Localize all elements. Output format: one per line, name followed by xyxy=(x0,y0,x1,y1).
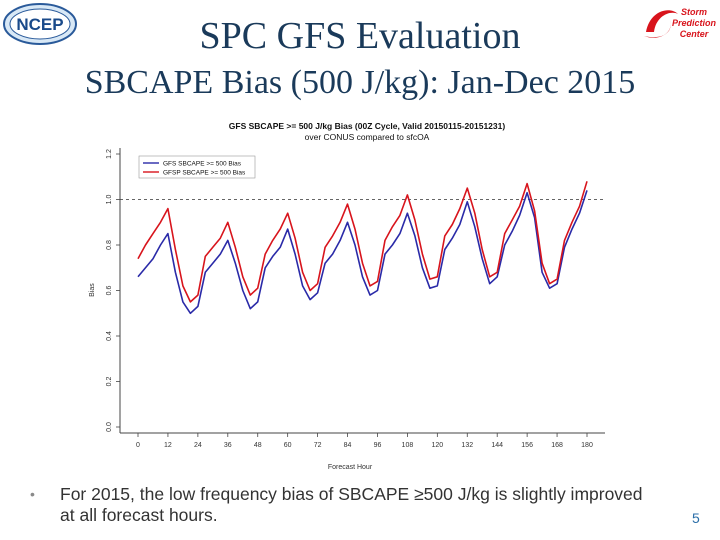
chart-ticks: 0 12 24 36 48 60 72 84 96 108 120 132 144 156 168 180 0.… xyxy=(106,149,593,449)
x-tick-label: 108 xyxy=(402,442,414,449)
x-tick-label: 12 xyxy=(164,442,172,449)
x-tick-label: 84 xyxy=(344,442,352,449)
legend-box xyxy=(138,155,256,179)
slide-subtitle: SBCAPE Bias (500 J/kg): Jan-Dec 2015 xyxy=(84,64,636,101)
page-number: 5 xyxy=(692,510,700,526)
x-tick-label: 36 xyxy=(224,442,232,449)
legend-label-gfs: GFS SBCAPE >= 500 Bias xyxy=(163,161,242,168)
chart-legend: GFS SBCAPE >= 500 Bias GFSP SBCAPE >= 50… xyxy=(138,155,256,179)
spc-logo-icon: Storm Prediction Center xyxy=(640,2,716,46)
y-tick-label: 0.8 xyxy=(106,240,113,250)
series-line-gfs xyxy=(137,190,588,315)
x-tick-label: 120 xyxy=(431,442,443,449)
spc-logo-line-3: Center xyxy=(680,29,709,39)
x-tick-label: 144 xyxy=(491,442,503,449)
y-tick-label: 0.2 xyxy=(106,377,113,387)
y-axis-label: Bias xyxy=(89,283,96,297)
spc-logo-line-1: Storm xyxy=(681,7,707,17)
x-tick-label: 156 xyxy=(521,442,533,449)
x-tick-label: 0 xyxy=(136,442,140,449)
y-tick-label: 0.4 xyxy=(106,331,113,341)
bullet-icon: • xyxy=(30,486,35,502)
y-tick-label: 1.0 xyxy=(106,195,113,205)
chart-series xyxy=(137,181,588,315)
slide-title: SPC GFS Evaluation xyxy=(199,15,521,57)
x-tick-label: 72 xyxy=(314,442,322,449)
chart-subtitle: over CONUS compared to sfcOA xyxy=(305,132,430,142)
x-tick-label: 48 xyxy=(254,442,262,449)
y-tick-label: 1.2 xyxy=(106,149,113,159)
x-tick-label: 132 xyxy=(461,442,473,449)
bullet-text: For 2015, the low frequency bias of SBCA… xyxy=(60,484,643,525)
series-line-gfsp xyxy=(137,181,588,303)
ncep-logo-icon: NCEP xyxy=(3,3,77,45)
y-tick-label: 0.0 xyxy=(106,422,113,432)
x-tick-label: 96 xyxy=(374,442,382,449)
bias-chart: 0 12 24 36 48 60 72 84 96 108 120 132 144 156 168 180 0.… xyxy=(85,112,645,482)
x-tick-label: 24 xyxy=(194,442,202,449)
x-tick-label: 180 xyxy=(581,442,593,449)
x-tick-label: 60 xyxy=(284,442,292,449)
chart-title: GFS SBCAPE >= 500 J/kg Bias (00Z Cycle, … xyxy=(229,121,506,131)
bias-chart-svg: 0 12 24 36 48 60 72 84 96 108 120 132 144 156 168 180 0.… xyxy=(89,121,605,471)
ncep-logo-text: NCEP xyxy=(16,15,63,34)
x-axis-label: Forecast Hour xyxy=(328,464,373,471)
y-tick-label: 0.6 xyxy=(106,286,113,296)
legend-label-gfsp: GFSP SBCAPE >= 500 Bias xyxy=(163,170,246,177)
chart-axes xyxy=(119,148,605,434)
spc-logo-line-2: Prediction xyxy=(672,18,716,28)
x-tick-label: 168 xyxy=(551,442,563,449)
